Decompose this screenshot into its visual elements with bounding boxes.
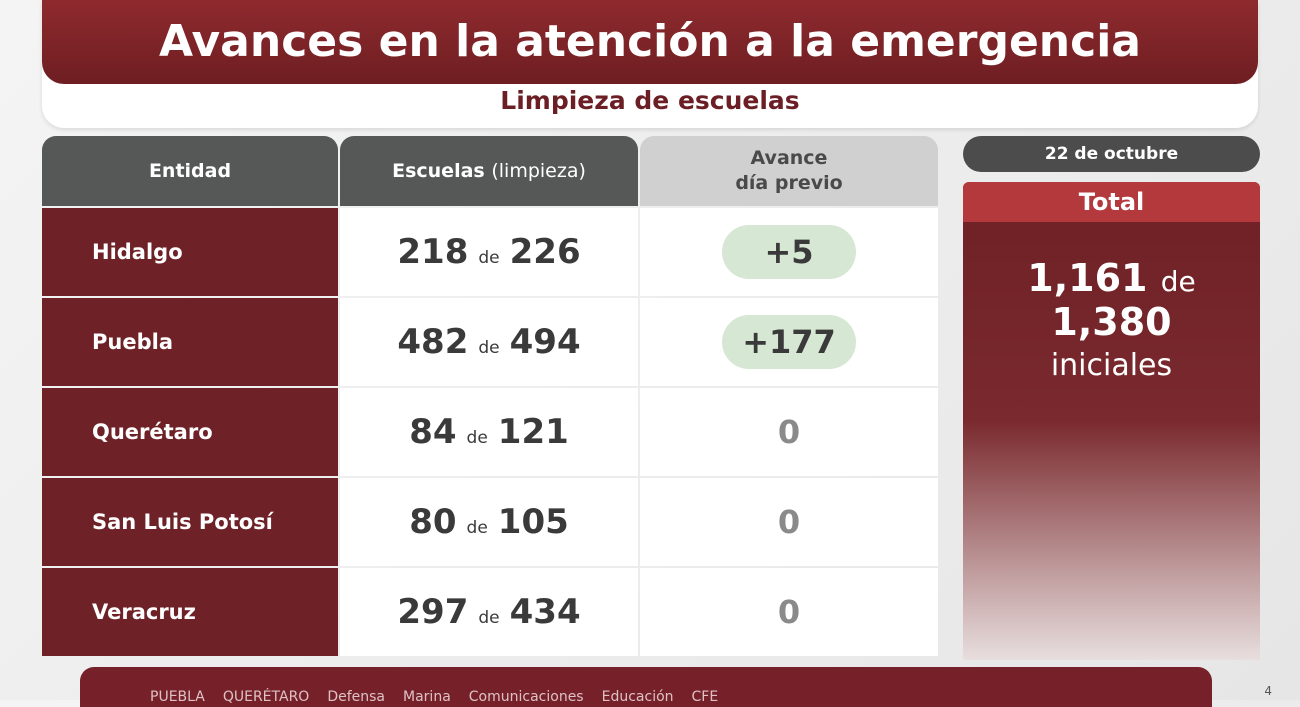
footer-item: PUEBLA: [150, 689, 205, 705]
done-count: 297: [397, 592, 469, 632]
progress-value: 0: [777, 593, 801, 631]
progress-value: 0: [777, 503, 801, 541]
table-row: Veracruz 297 de 434 0: [42, 568, 938, 656]
previous-day-progress: +5: [640, 208, 938, 296]
progress-value: 0: [777, 413, 801, 451]
connector: de: [478, 608, 500, 628]
footer-logos: PUEBLA QUERÉTARO Defensa Marina Comunica…: [80, 667, 1212, 707]
school-count: 218 de 226: [340, 208, 638, 296]
total-count: 121: [497, 412, 569, 452]
entity-name: Puebla: [42, 298, 338, 386]
previous-day-progress: 0: [640, 388, 938, 476]
header-line: día previo: [735, 172, 843, 194]
footer-item: Marina: [403, 689, 451, 705]
done-count: 84: [409, 412, 457, 452]
column-header-avance: Avance día previo: [640, 136, 938, 206]
school-count: 297 de 434: [340, 568, 638, 656]
total-count: 494: [509, 322, 581, 362]
previous-day-progress: +177: [640, 298, 938, 386]
connector: de: [478, 338, 500, 358]
table-row: Querétaro 84 de 121 0: [42, 388, 938, 476]
total-count: 1,161 de 1,380: [963, 256, 1260, 344]
total-done: 1,161: [1027, 256, 1148, 300]
table-row: San Luis Potosí 80 de 105 0: [42, 478, 938, 566]
connector: de: [1160, 265, 1196, 298]
footer-item: Comunicaciones: [468, 689, 584, 705]
entity-name: Querétaro: [42, 388, 338, 476]
done-count: 482: [397, 322, 469, 362]
footer-item: Educación: [601, 689, 674, 705]
school-count: 80 de 105: [340, 478, 638, 566]
progress-pill: +5: [722, 225, 856, 279]
page-subtitle: Limpieza de escuelas: [500, 86, 800, 115]
column-header-entidad: Entidad: [42, 136, 338, 206]
connector: de: [478, 248, 500, 268]
connector: de: [466, 428, 488, 448]
header-bold: Escuelas: [392, 160, 485, 182]
total-count: 105: [497, 502, 569, 542]
done-count: 218: [397, 232, 469, 272]
header-line: Avance: [750, 147, 828, 170]
footer-item: QUERÉTARO: [222, 689, 310, 705]
entity-name: Veracruz: [42, 568, 338, 656]
total-total: 1,380: [1051, 300, 1172, 344]
table-row: Hidalgo 218 de 226 +5: [42, 208, 938, 296]
done-count: 80: [409, 502, 457, 542]
total-panel: Total 1,161 de 1,380 iniciales: [963, 182, 1260, 660]
footer-item: CFE: [691, 689, 719, 705]
total-count: 434: [509, 592, 581, 632]
table-row: Puebla 482 de 494 +177: [42, 298, 938, 386]
page-title: Avances en la atención a la emergencia: [42, 0, 1258, 84]
entity-name: San Luis Potosí: [42, 478, 338, 566]
school-count: 84 de 121: [340, 388, 638, 476]
footer-item: Defensa: [327, 689, 386, 705]
header-light: (limpieza): [491, 160, 586, 182]
total-unit: iniciales: [1050, 348, 1173, 383]
school-count: 482 de 494: [340, 298, 638, 386]
total-header: Total: [963, 182, 1260, 222]
page-number: 4: [1264, 684, 1272, 698]
progress-pill: +177: [722, 315, 856, 369]
column-header-escuelas: Escuelas (limpieza): [340, 136, 638, 206]
total-count: 226: [509, 232, 581, 272]
previous-day-progress: 0: [640, 478, 938, 566]
previous-day-progress: 0: [640, 568, 938, 656]
entity-name: Hidalgo: [42, 208, 338, 296]
date-badge: 22 de octubre: [963, 136, 1260, 172]
connector: de: [466, 518, 488, 538]
